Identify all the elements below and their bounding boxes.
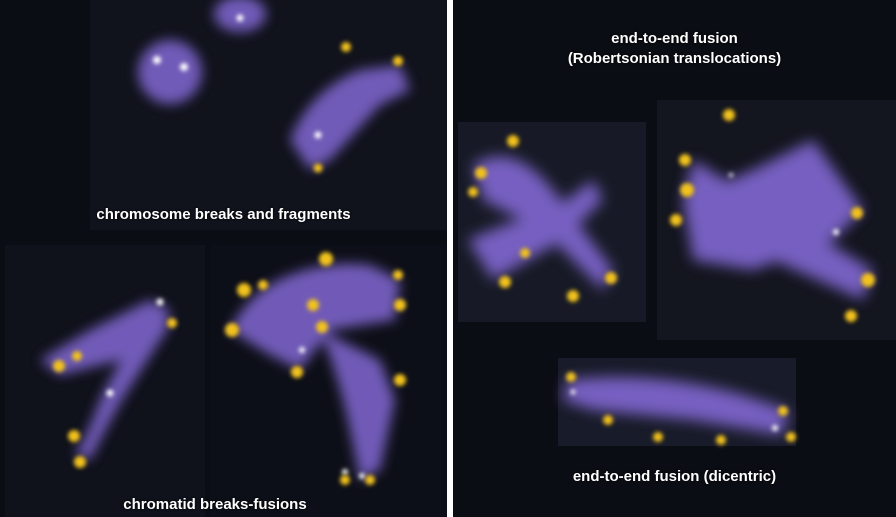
dicentric-chromosome bbox=[563, 377, 788, 435]
left-micrograph bbox=[0, 0, 447, 517]
caption-chromatid-breaks: chromatid breaks-fusions bbox=[123, 496, 307, 513]
caption-chromosome-breaks: chromosome breaks and fragments bbox=[96, 206, 351, 223]
right-micrograph bbox=[453, 0, 896, 517]
chromatid bbox=[320, 330, 395, 480]
chromosome-broken bbox=[290, 65, 410, 170]
caption-end-to-end-line1: end-to-end fusion bbox=[611, 30, 738, 47]
fused-chromosome bbox=[468, 180, 603, 280]
caption-end-to-end-line2: (Robertsonian translocations) bbox=[567, 50, 782, 67]
chromosome-fragment bbox=[138, 40, 202, 104]
top-inset bbox=[90, 0, 447, 230]
caption-dicentric: end-to-end fusion (dicentric) bbox=[572, 468, 777, 485]
left-panel: chromosome breaks and fragments chromati… bbox=[0, 0, 447, 517]
chromatid bbox=[230, 263, 400, 370]
chromatid bbox=[75, 310, 170, 460]
right-panel: end-to-end fusion (Robertsonian transloc… bbox=[453, 0, 896, 517]
fused-chromosome bbox=[683, 140, 863, 270]
